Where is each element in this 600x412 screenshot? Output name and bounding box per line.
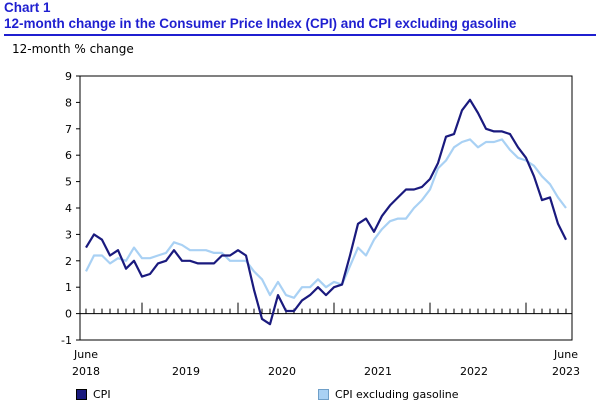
- x-axis: June 2018 June 2023 2019 2020 2021 2022: [72, 302, 580, 378]
- x-end-year-label: 2023: [552, 365, 580, 378]
- header-rule: [4, 34, 596, 36]
- legend-swatch-cpi: [76, 389, 87, 400]
- x-year-label: 2020: [268, 365, 296, 378]
- x-end-month-label: June: [553, 348, 578, 361]
- legend-swatch-cpi-ex-gasoline: [318, 389, 329, 400]
- legend-item-cpi-ex-gasoline: CPI excluding gasoline: [318, 388, 459, 401]
- x-year-label: 2019: [172, 365, 200, 378]
- y-tick-label: 5: [65, 176, 72, 189]
- y-tick-label: 8: [65, 96, 72, 109]
- series-group: [85, 98, 567, 326]
- y-axis-label: 12-month % change: [12, 42, 134, 56]
- plot-frame: [79, 75, 573, 341]
- y-tick-label: 0: [65, 308, 72, 321]
- y-tick-label: 4: [65, 202, 72, 215]
- y-tick-label: 1: [65, 281, 72, 294]
- chart-title: 12-month change in the Consumer Price In…: [4, 16, 517, 31]
- x-start-month-label: June: [73, 348, 98, 361]
- chart-header: Chart 1 12-month change in the Consumer …: [4, 0, 596, 36]
- y-tick-label: 2: [65, 255, 72, 268]
- x-year-label: 2021: [364, 365, 392, 378]
- legend-label-cpi: CPI: [93, 388, 111, 401]
- legend-item-cpi: CPI: [76, 388, 111, 401]
- y-tick-label: 7: [65, 123, 72, 136]
- x-year-label: 2022: [460, 365, 488, 378]
- legend-label-cpi-ex-gasoline: CPI excluding gasoline: [335, 388, 459, 401]
- series-line-cpi: [85, 98, 567, 326]
- y-tick-label: -1: [61, 334, 72, 347]
- y-tick-label: 6: [65, 149, 72, 162]
- chart-number: Chart 1: [4, 0, 51, 15]
- x-start-year-label: 2018: [72, 365, 100, 378]
- y-tick-label: 3: [65, 228, 72, 241]
- y-tick-label: 9: [65, 70, 72, 83]
- series-line-cpi-ex-gasoline: [85, 138, 567, 299]
- y-axis: -1 0 1 2 3 4 5 6 7 8 9: [61, 70, 80, 347]
